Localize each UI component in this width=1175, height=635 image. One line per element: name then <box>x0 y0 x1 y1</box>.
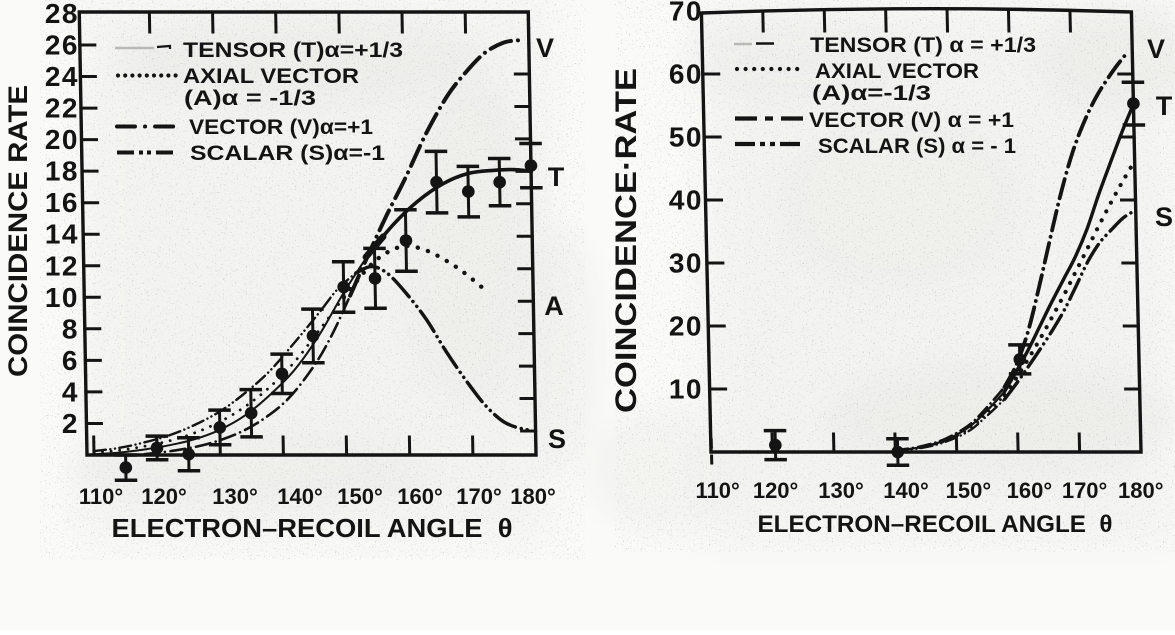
svg-text:130°: 130° <box>818 478 864 503</box>
svg-text:S: S <box>1155 202 1173 232</box>
svg-text:150°: 150° <box>946 478 992 503</box>
svg-text:130°: 130° <box>212 484 258 509</box>
svg-text:50: 50 <box>669 122 703 153</box>
svg-text:20: 20 <box>45 124 79 155</box>
svg-text:60: 60 <box>669 59 703 90</box>
svg-text:40: 40 <box>669 185 703 216</box>
svg-text:170°: 170° <box>456 484 502 509</box>
svg-text:22: 22 <box>45 93 79 124</box>
svg-text:6: 6 <box>62 345 79 376</box>
svg-text:10: 10 <box>669 374 703 405</box>
svg-text:110°: 110° <box>79 484 123 509</box>
svg-text:VECTOR (V) α = +1: VECTOR (V) α = +1 <box>809 109 1014 132</box>
svg-text:140°: 140° <box>277 484 323 509</box>
svg-text:V: V <box>536 33 554 63</box>
svg-text:SCALAR (S)α=-1: SCALAR (S)α=-1 <box>190 142 385 165</box>
svg-text:120°: 120° <box>141 484 187 509</box>
svg-text:ELECTRON–RECOIL ANGLE θ: ELECTRON–RECOIL ANGLE θ <box>112 513 513 543</box>
svg-text:A: A <box>544 291 564 321</box>
svg-text:AXIAL VECTOR: AXIAL VECTOR <box>815 60 979 83</box>
svg-text:12: 12 <box>45 250 79 281</box>
svg-text:18: 18 <box>45 156 79 187</box>
svg-text:4: 4 <box>62 376 79 407</box>
svg-text:COINCIDENCE·RATE: COINCIDENCE·RATE <box>610 68 643 413</box>
svg-text:110°: 110° <box>696 478 740 503</box>
svg-text:(A)α=-1/3: (A)α=-1/3 <box>812 82 931 105</box>
svg-text:150°: 150° <box>337 484 383 509</box>
svg-text:170°: 170° <box>1062 478 1108 503</box>
svg-text:180°: 180° <box>1118 478 1164 503</box>
svg-text:T: T <box>548 162 565 192</box>
svg-text:70: 70 <box>669 0 703 27</box>
svg-text:26: 26 <box>45 30 79 61</box>
svg-text:120°: 120° <box>753 478 799 503</box>
svg-text:20: 20 <box>669 311 703 342</box>
svg-text:T: T <box>1156 91 1173 121</box>
svg-text:SCALAR (S) α = - 1: SCALAR (S) α = - 1 <box>818 135 1016 158</box>
svg-text:2: 2 <box>62 408 79 439</box>
svg-text:160°: 160° <box>1007 478 1053 503</box>
svg-text:30: 30 <box>669 248 703 279</box>
svg-text:TENSOR (T)α=+1/3: TENSOR (T)α=+1/3 <box>183 39 403 62</box>
svg-text:ELECTRON–RECOIL ANGLE θ: ELECTRON–RECOIL ANGLE θ <box>758 511 1113 538</box>
svg-text:TENSOR (T) α = +1/3: TENSOR (T) α = +1/3 <box>810 34 1036 57</box>
svg-text:(A)α = -1/3: (A)α = -1/3 <box>184 87 316 110</box>
svg-text:180°: 180° <box>510 484 556 509</box>
svg-text:24: 24 <box>45 61 79 92</box>
svg-text:28: 28 <box>45 0 79 29</box>
svg-text:V: V <box>1147 34 1165 64</box>
svg-text:160°: 160° <box>397 484 443 509</box>
svg-text:14: 14 <box>45 219 79 250</box>
svg-text:16: 16 <box>45 187 79 218</box>
svg-text:8: 8 <box>62 313 79 344</box>
svg-text:AXIAL VECTOR: AXIAL VECTOR <box>183 65 359 88</box>
svg-text:S: S <box>548 424 566 454</box>
svg-text:VECTOR (V)α=+1: VECTOR (V)α=+1 <box>189 116 373 139</box>
svg-text:10: 10 <box>45 282 79 313</box>
svg-text:140°: 140° <box>883 478 929 503</box>
svg-text:COINCIDENCE RATE: COINCIDENCE RATE <box>3 85 33 377</box>
